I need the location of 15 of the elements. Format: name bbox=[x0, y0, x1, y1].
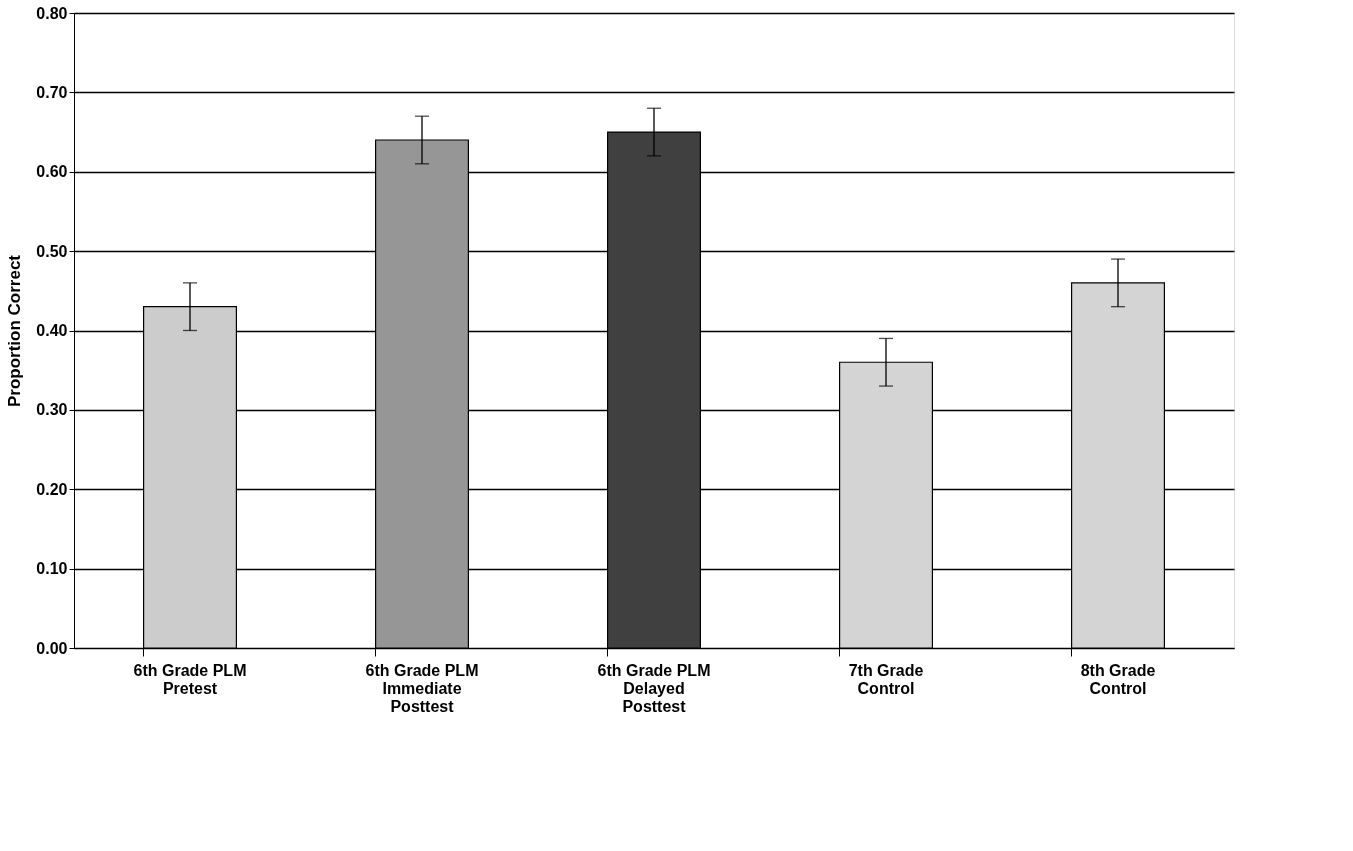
y-tick-label: 0.20 bbox=[36, 480, 68, 498]
y-tick-label: 0.80 bbox=[36, 4, 68, 22]
x-tick-label: 8th Grade Control bbox=[1080, 661, 1156, 697]
x-tick-label: 6th Grade PLM Immediate Posttest bbox=[365, 661, 479, 715]
y-tick-label: 0.10 bbox=[36, 560, 68, 578]
x-tick-label: 7th Grade Control bbox=[848, 661, 924, 697]
y-tick-label: 0.60 bbox=[36, 163, 68, 181]
y-tick-label: 0.40 bbox=[36, 322, 68, 339]
y-tick-label: 0.50 bbox=[36, 242, 68, 260]
y-axis-title: Proportion Correct bbox=[5, 254, 25, 408]
y-tick-label: 0.70 bbox=[36, 83, 68, 101]
y-tick-label: 0.30 bbox=[36, 401, 68, 419]
x-tick-label: 6th Grade PLM Pretest bbox=[133, 661, 247, 697]
y-tick-label: 0.00 bbox=[36, 639, 68, 657]
x-tick-label: 6th Grade PLM Delayed Posttest bbox=[597, 661, 711, 715]
